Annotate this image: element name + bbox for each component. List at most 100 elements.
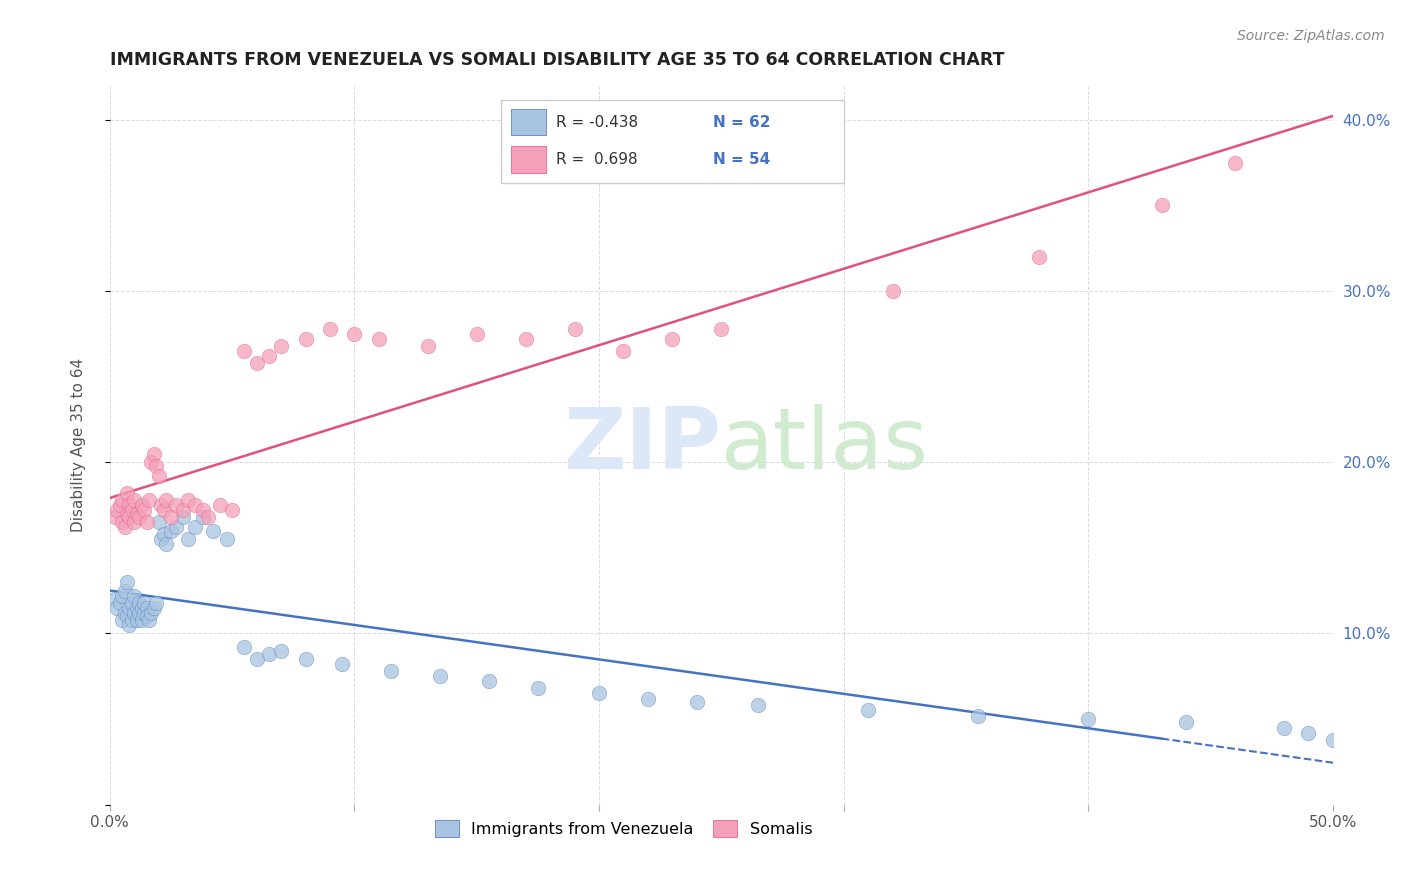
Point (270, 643, 292, 657)
Point (118, 618, 141, 632)
Point (104, 510, 127, 524)
Point (246, 652, 269, 666)
Point (135, 600, 157, 615)
Point (165, 520, 187, 534)
Point (135, 609, 157, 624)
Point (114, 606, 136, 620)
Point (1298, 725, 1320, 739)
Point (131, 613, 153, 627)
Point (138, 613, 160, 627)
Point (527, 681, 550, 696)
Point (270, 339, 292, 353)
Point (115, 507, 138, 521)
Point (118, 600, 141, 615)
Text: ZIP: ZIP (564, 403, 721, 487)
Point (343, 326, 366, 341)
Point (661, 332, 683, 346)
Point (118, 510, 141, 524)
Point (150, 533, 173, 547)
Point (145, 596, 167, 610)
Point (967, 708, 990, 723)
Point (141, 606, 163, 620)
Point (115, 609, 138, 624)
Point (115, 486, 138, 500)
Point (128, 596, 150, 610)
Point (1077, 712, 1099, 726)
Point (124, 606, 146, 620)
Point (208, 498, 231, 512)
Point (128, 606, 150, 620)
Point (465, 326, 488, 341)
Point (233, 343, 256, 358)
Point (319, 321, 342, 335)
Point (160, 510, 183, 524)
Point (1028, 250, 1050, 264)
Point (747, 698, 769, 713)
Point (1322, 732, 1344, 747)
Point (131, 600, 153, 615)
Point (111, 492, 134, 507)
Point (150, 498, 173, 512)
Point (564, 321, 586, 335)
Point (201, 524, 224, 538)
Point (114, 583, 136, 598)
Point (710, 321, 733, 335)
Point (115, 575, 138, 590)
Point (177, 492, 200, 507)
Point (104, 592, 127, 607)
Point (184, 520, 207, 534)
Point (125, 507, 148, 521)
Point (105, 503, 128, 517)
Point (612, 343, 634, 358)
Point (330, 657, 353, 672)
Text: Source: ZipAtlas.com: Source: ZipAtlas.com (1237, 29, 1385, 43)
Point (105, 600, 128, 615)
Point (380, 664, 402, 678)
Point (145, 458, 167, 473)
Point (131, 498, 153, 512)
Point (257, 349, 280, 363)
Point (882, 284, 904, 298)
Point (121, 613, 143, 627)
Point (125, 600, 148, 615)
Point (155, 537, 177, 551)
Legend: Immigrants from Venezuela, Somalis: Immigrants from Venezuela, Somalis (429, 814, 818, 844)
Point (1223, 155, 1246, 169)
Point (111, 613, 134, 627)
Point (233, 640, 256, 654)
Point (155, 492, 177, 507)
Point (294, 332, 316, 346)
Point (111, 515, 134, 529)
Point (152, 527, 174, 541)
Point (172, 510, 194, 524)
Point (1272, 721, 1295, 735)
Point (128, 510, 150, 524)
Point (125, 613, 148, 627)
Point (148, 515, 170, 529)
Point (416, 339, 439, 353)
Point (856, 704, 879, 718)
Point (165, 498, 187, 512)
Point (367, 332, 389, 346)
Y-axis label: Disability Age 35 to 64: Disability Age 35 to 64 (72, 358, 86, 533)
Point (429, 669, 451, 683)
Point (111, 589, 134, 603)
Point (1175, 715, 1198, 730)
Point (246, 356, 269, 370)
Point (588, 686, 610, 700)
Point (1150, 198, 1173, 212)
Point (135, 515, 157, 529)
Point (148, 469, 170, 483)
Text: IMMIGRANTS FROM VENEZUELA VS SOMALI DISABILITY AGE 35 TO 64 CORRELATION CHART: IMMIGRANTS FROM VENEZUELA VS SOMALI DISA… (110, 51, 1004, 69)
Point (114, 520, 136, 534)
Point (191, 503, 214, 517)
Point (132, 606, 155, 620)
Point (160, 524, 183, 538)
Text: atlas: atlas (721, 403, 929, 487)
Point (217, 533, 239, 547)
Point (177, 533, 200, 547)
Point (121, 596, 143, 610)
Point (637, 691, 659, 706)
Point (172, 503, 194, 517)
Point (132, 596, 155, 610)
